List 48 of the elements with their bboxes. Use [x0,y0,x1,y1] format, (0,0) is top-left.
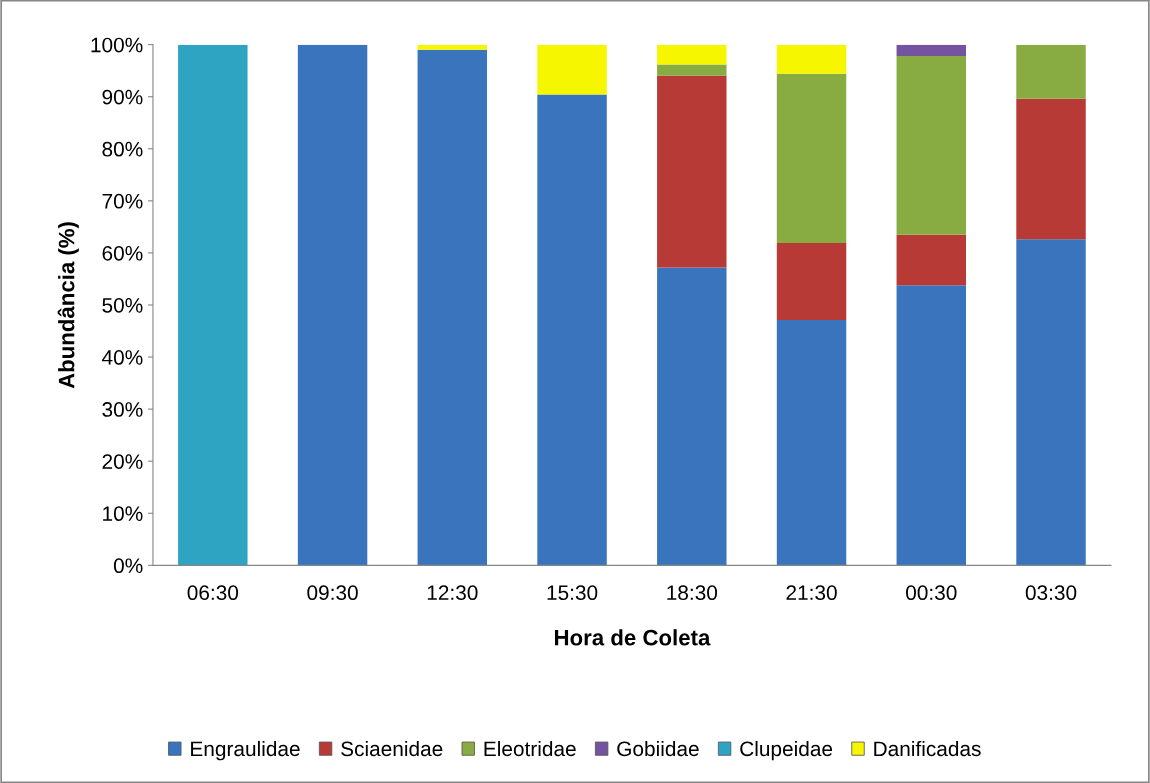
y-tick-label: 10% [103,506,143,522]
bar [1016,44,1086,99]
bar [776,73,847,244]
x-tick-label: 03:30 [1025,585,1077,601]
bar [657,267,727,566]
y-tick-label: 70% [102,193,143,209]
legend-label: Eleotridae [484,740,576,757]
bar [417,44,488,50]
bar [537,94,607,566]
bar [657,75,727,268]
y-tick-label: 80% [102,141,143,157]
y-tick-label: 60% [102,245,143,261]
bar [297,44,368,566]
y-tick-label: 0% [113,558,143,574]
x-tick-label: 18:30 [667,585,718,601]
bar [896,44,967,57]
bar [776,320,847,566]
x-tick-label: 09:30 [307,585,358,601]
y-axis-title: Abundância (%) [57,222,79,389]
y-tick-label: 50% [102,297,143,313]
bar [657,64,727,76]
bar [896,234,967,286]
bar [657,44,727,65]
bar [537,44,607,95]
y-tick-label: 20% [102,454,143,469]
legend-label: Clupeidae [740,740,833,761]
legend-label: Gobiidae [617,740,699,757]
bar [896,285,967,566]
bar [417,49,488,566]
x-tick-label: 00:30 [906,585,957,601]
bar [896,56,967,235]
x-axis-title: Hora de Coleta [555,629,711,646]
x-tick-label: 12:30 [427,585,478,601]
legend-label: Danificadas [874,740,981,757]
bar [776,44,847,74]
bar [1016,239,1086,566]
bar [178,44,248,566]
y-tick-label: 30% [102,402,143,417]
x-tick-label: 06:30 [187,585,239,601]
bar [776,243,847,321]
x-tick-label: 21:30 [786,585,837,601]
y-tick-label: 100% [91,37,143,53]
y-tick-label: 90% [102,89,143,105]
x-tick-label: 15:30 [547,585,598,601]
y-tick-label: 40% [102,350,143,365]
bar [1016,98,1086,240]
legend-label: Sciaenidae [341,740,443,757]
legend-label: Engraulidae [191,740,300,761]
